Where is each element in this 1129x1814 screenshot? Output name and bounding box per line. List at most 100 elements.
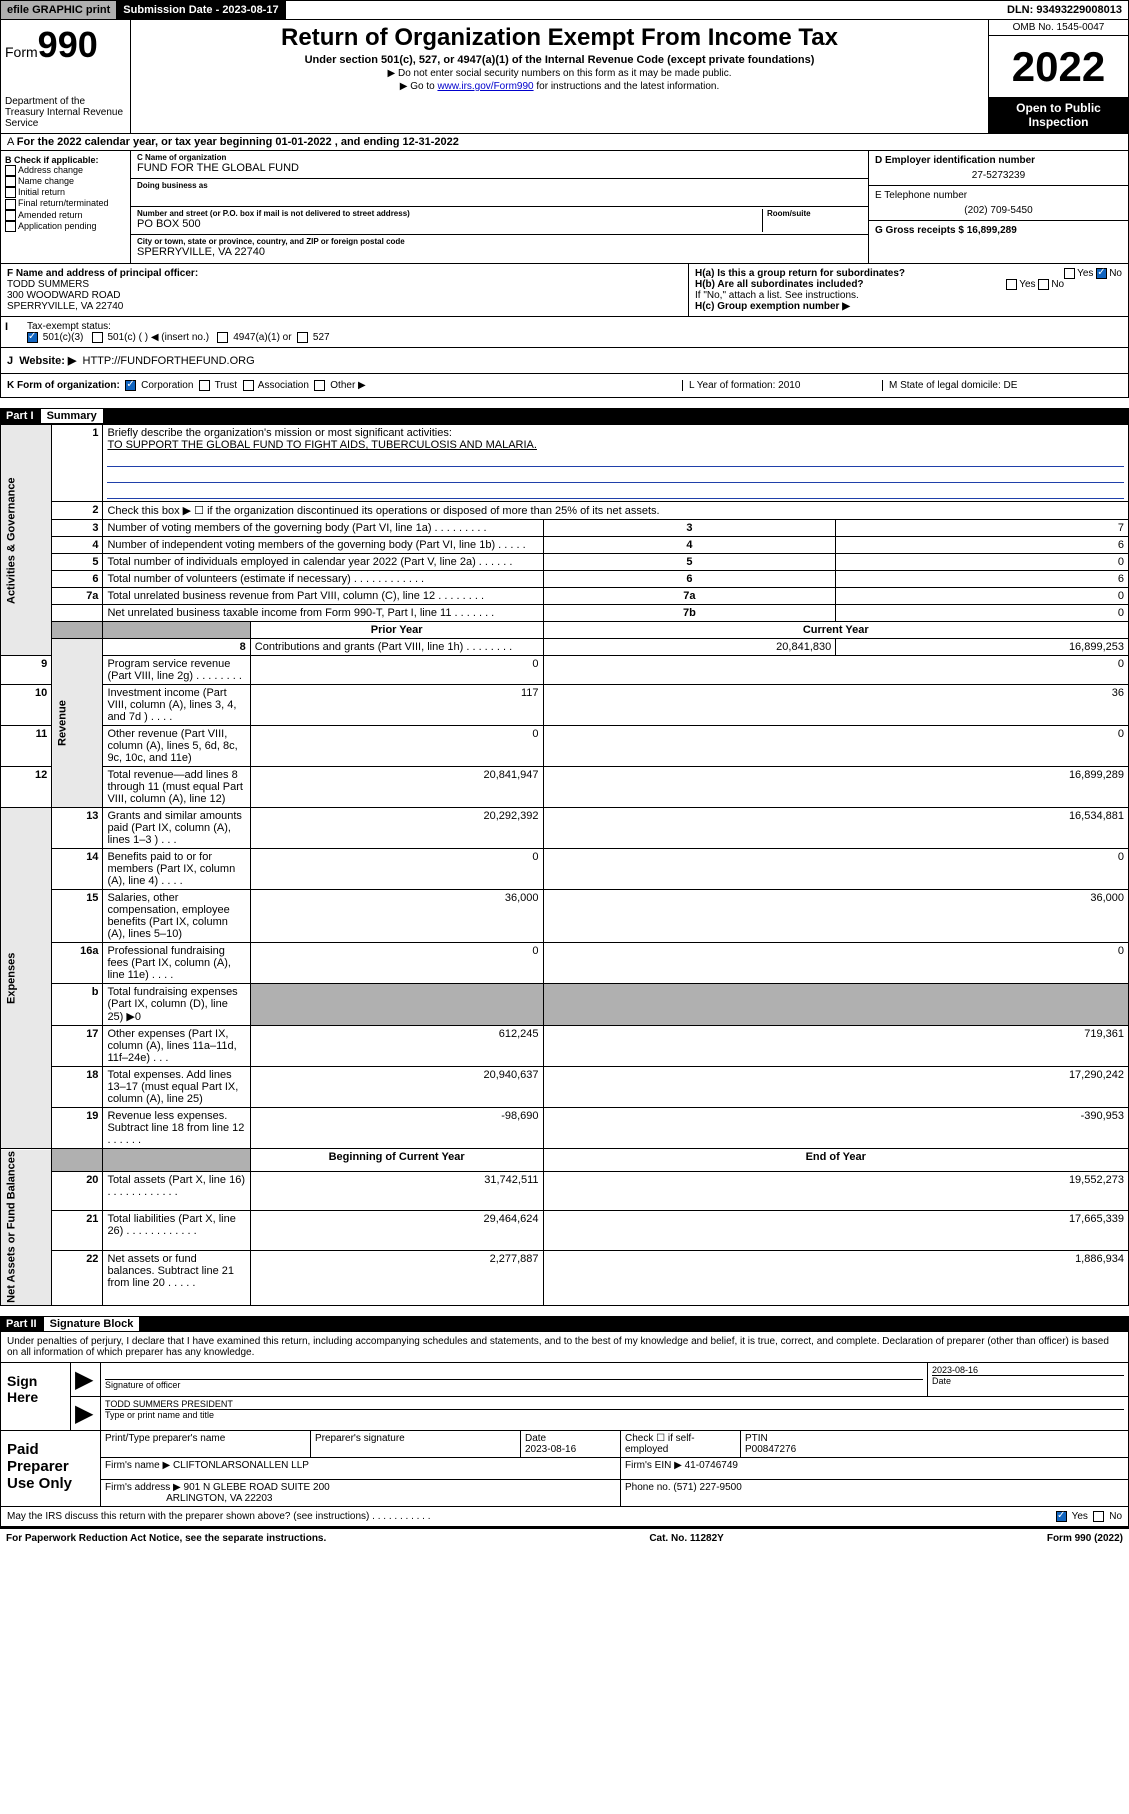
cb-name-change[interactable]: Name change — [5, 176, 126, 187]
header-center: Return of Organization Exempt From Incom… — [131, 20, 988, 133]
irs-yes[interactable] — [1056, 1511, 1067, 1522]
j-label: Website: ▶ — [19, 355, 76, 367]
gross-receipts: G Gross receipts $ 16,899,289 — [869, 221, 1128, 240]
line-20-desc: Total assets (Part X, line 16) . . . . .… — [103, 1172, 250, 1211]
irs-link[interactable]: www.irs.gov/Form990 — [437, 81, 533, 92]
line-1-num: 1 — [52, 425, 103, 502]
hb-no[interactable] — [1038, 279, 1049, 290]
hb-yes[interactable] — [1006, 279, 1017, 290]
website-url: HTTP://FUNDFORTHEFUND.ORG — [83, 355, 255, 367]
prior-year-head: Prior Year — [250, 622, 543, 639]
form-label: Form — [5, 44, 38, 60]
firm-addr1: 901 N GLEBE ROAD SUITE 200 — [184, 1482, 330, 1493]
line-7a-val: 0 — [836, 588, 1129, 605]
section-f: F Name and address of principal officer:… — [1, 264, 688, 316]
line-3-val: 7 — [836, 520, 1129, 537]
row-i: I Tax-exempt status: 501(c)(3) 501(c) ( … — [0, 317, 1129, 348]
line-14-desc: Benefits paid to or for members (Part IX… — [103, 849, 250, 890]
firm-phone-cell: Phone no. (571) 227-9500 — [621, 1480, 1128, 1506]
sign-here-label: Sign Here — [1, 1363, 71, 1430]
note-ssn: ▶ Do not enter social security numbers o… — [135, 68, 984, 79]
cb-corp[interactable] — [125, 380, 136, 391]
phone-row: E Telephone number (202) 709-5450 — [869, 186, 1128, 221]
line-16b-prior-shade — [250, 984, 543, 1026]
row-j: J Website: ▶ HTTP://FUNDFORTHEFUND.ORG — [0, 348, 1129, 374]
sig-date-cell: 2023-08-16 Date — [928, 1363, 1128, 1396]
section-b: B Check if applicable: Address change Na… — [1, 151, 131, 263]
cb-501c3[interactable] — [27, 332, 38, 343]
form-title: Return of Organization Exempt From Incom… — [135, 24, 984, 52]
cb-final-return[interactable]: Final return/terminated — [5, 198, 126, 209]
line-19-desc: Revenue less expenses. Subtract line 18 … — [103, 1108, 250, 1149]
line-9-desc: Program service revenue (Part VIII, line… — [103, 656, 250, 685]
firm-ein-cell: Firm's EIN ▶ 41-0746749 — [621, 1458, 1128, 1479]
part-1-header: Part I Summary — [0, 408, 1129, 424]
begin-year-head: Beginning of Current Year — [250, 1149, 543, 1172]
addr-value: PO BOX 500 — [137, 218, 762, 230]
cb-other[interactable] — [314, 380, 325, 391]
sig-date: 2023-08-16 — [932, 1365, 1124, 1375]
mission-text: TO SUPPORT THE GLOBAL FUND TO FIGHT AIDS… — [107, 439, 537, 451]
section-l: L Year of formation: 2010 — [682, 380, 882, 391]
line-6-desc: Total number of volunteers (estimate if … — [103, 571, 543, 588]
part1-title: Summary — [41, 409, 103, 423]
summary-table: Activities & Governance 1 Briefly descri… — [0, 424, 1129, 1306]
line-18-desc: Total expenses. Add lines 13–17 (must eq… — [103, 1067, 250, 1108]
gross-label: G Gross receipts $ 16,899,289 — [875, 225, 1122, 236]
firm-name-cell: Firm's name ▶ CLIFTONLARSONALLEN LLP — [101, 1458, 621, 1479]
mission-q: Briefly describe the organization's miss… — [107, 427, 451, 439]
ha-row: H(a) Is this a group return for subordin… — [695, 268, 1122, 279]
addr-label: Number and street (or P.O. box if mail i… — [137, 209, 762, 218]
officer-addr2: SPERRYVILLE, VA 22740 — [7, 301, 682, 312]
cb-address-change[interactable]: Address change — [5, 165, 126, 176]
cb-amended[interactable]: Amended return — [5, 210, 126, 221]
line-16b-curr-shade — [543, 984, 1128, 1026]
ha-no[interactable] — [1096, 268, 1107, 279]
line-2: Check this box ▶ ☐ if the organization d… — [103, 502, 1129, 520]
irs-discuss-q: May the IRS discuss this return with the… — [7, 1511, 1056, 1522]
prep-label: Paid Preparer Use Only — [1, 1431, 101, 1506]
cb-trust[interactable] — [199, 380, 210, 391]
cb-application-pending[interactable]: Application pending — [5, 221, 126, 232]
cb-501c[interactable] — [92, 332, 103, 343]
dln: DLN: 93493229008013 — [1001, 1, 1128, 19]
section-c: C Name of organization FUND FOR THE GLOB… — [131, 151, 868, 263]
sig-arrow-icon-2: ▶ — [71, 1397, 101, 1430]
line-17-desc: Other expenses (Part IX, column (A), lin… — [103, 1026, 250, 1067]
line-5-val: 0 — [836, 554, 1129, 571]
line-8-desc: Contributions and grants (Part VIII, lin… — [250, 639, 543, 656]
submission-date: Submission Date - 2023-08-17 — [117, 1, 285, 19]
dept-label: Department of the Treasury Internal Reve… — [5, 96, 126, 129]
sig-name-cell: TODD SUMMERS PRESIDENT Type or print nam… — [101, 1397, 1128, 1430]
cb-4947[interactable] — [217, 332, 228, 343]
efile-label[interactable]: efile GRAPHIC print — [1, 1, 117, 19]
cb-527[interactable] — [297, 332, 308, 343]
firm-addr2: ARLINGTON, VA 22203 — [166, 1493, 272, 1504]
cb-initial-return[interactable]: Initial return — [5, 187, 126, 198]
firm-phone: (571) 227-9500 — [673, 1482, 741, 1493]
ein-row: D Employer identification number 27-5273… — [869, 151, 1128, 186]
org-name-label: C Name of organization — [137, 153, 862, 162]
phone-value: (202) 709-5450 — [875, 205, 1122, 216]
ha-yes[interactable] — [1064, 268, 1075, 279]
form-subtitle: Under section 501(c), 527, or 4947(a)(1)… — [135, 54, 984, 66]
prep-ptin-cell: PTINP00847276 — [741, 1431, 1128, 1457]
line-12-desc: Total revenue—add lines 8 through 11 (mu… — [103, 767, 250, 808]
footer-left: For Paperwork Reduction Act Notice, see … — [6, 1533, 326, 1544]
phone-label: E Telephone number — [875, 190, 1122, 201]
header-right: OMB No. 1545-0047 2022 Open to Public In… — [988, 20, 1128, 133]
spacer — [286, 1, 1001, 19]
line-4-val: 6 — [836, 537, 1129, 554]
prep-sig-label: Preparer's signature — [311, 1431, 521, 1457]
form-990: 990 — [38, 24, 98, 65]
line-21-desc: Total liabilities (Part X, line 26) . . … — [103, 1211, 250, 1250]
b-header: B Check if applicable: — [5, 155, 126, 165]
irs-no[interactable] — [1093, 1511, 1104, 1522]
tax-year: 2022 — [989, 36, 1128, 97]
ein-value: 27-5273239 — [875, 170, 1122, 181]
prep-self-employed[interactable]: Check ☐ if self-employed — [621, 1431, 741, 1457]
cb-assoc[interactable] — [243, 380, 254, 391]
line-13-desc: Grants and similar amounts paid (Part IX… — [103, 808, 250, 849]
part-2-header: Part II Signature Block — [0, 1316, 1129, 1332]
end-year-head: End of Year — [543, 1149, 1128, 1172]
